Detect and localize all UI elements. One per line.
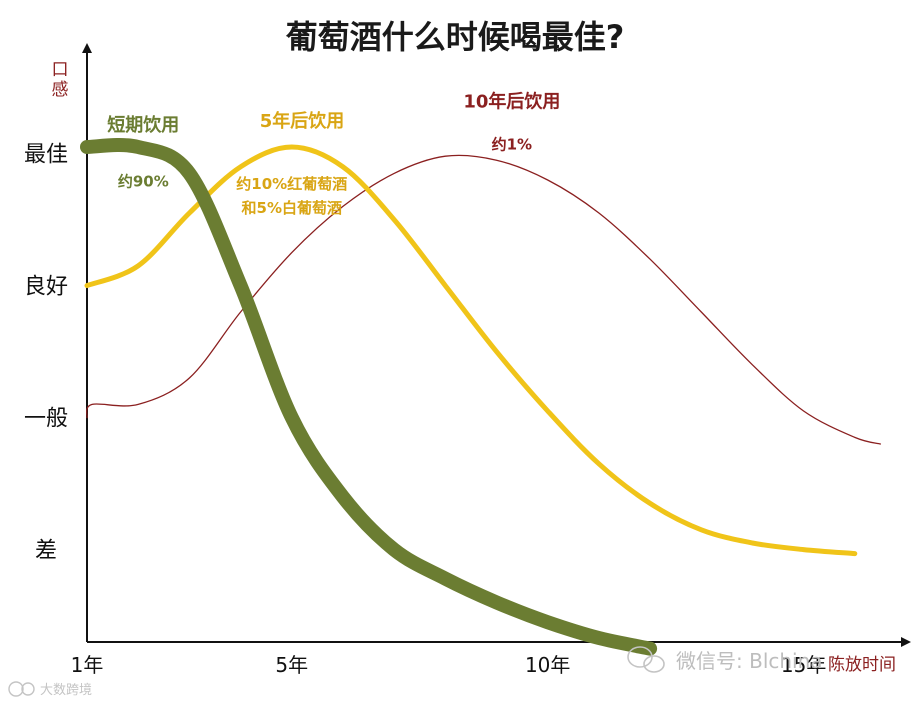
corner-watermark: 大数跨境 [8,681,92,698]
wechat-icon [627,646,665,673]
legend-10yr-label: 10年后饮用 [463,90,560,112]
x-tick-label: 1年 [71,653,104,677]
corner-logo-icon [8,681,35,697]
share-10yr-label: 约1% [492,136,532,154]
series-10yr-line [86,154,882,445]
legend-short-term-label: 短期饮用 [107,114,179,136]
legend-5yr-label: 5年后饮用 [260,110,345,132]
x-tick-label: 5年 [275,653,308,677]
y-tick-label: 良好 [24,275,68,300]
wechat-watermark-text: 微信号: Blchina [676,649,823,673]
series-short-term-line [80,138,658,656]
share-5yr-label-line2: 和5%白葡萄酒 [242,199,342,217]
chart-title: 葡萄酒什么时候喝最佳? [286,18,625,56]
x-tick-label: 15年 [781,653,826,677]
y-tick-label: 最佳 [24,143,68,168]
series-5yr-line [84,144,858,557]
y-tick-label: 差 [35,539,57,564]
share-short-term-label: 约90% [118,173,169,191]
corner-watermark-text: 大数跨境 [40,683,92,698]
x-tick-label: 10年 [525,653,570,677]
x-axis-label: 陈放时间 [828,655,896,675]
y-axis-label-char: 感 [52,80,69,100]
y-axis-label-char: 口 [52,60,69,80]
wechat-watermark: 微信号: Blchina [627,646,823,673]
y-axis-label: 口感 [52,60,69,100]
y-tick-label: 一般 [24,407,68,432]
share-5yr-label-line1: 约10%红葡萄酒 [236,175,347,193]
